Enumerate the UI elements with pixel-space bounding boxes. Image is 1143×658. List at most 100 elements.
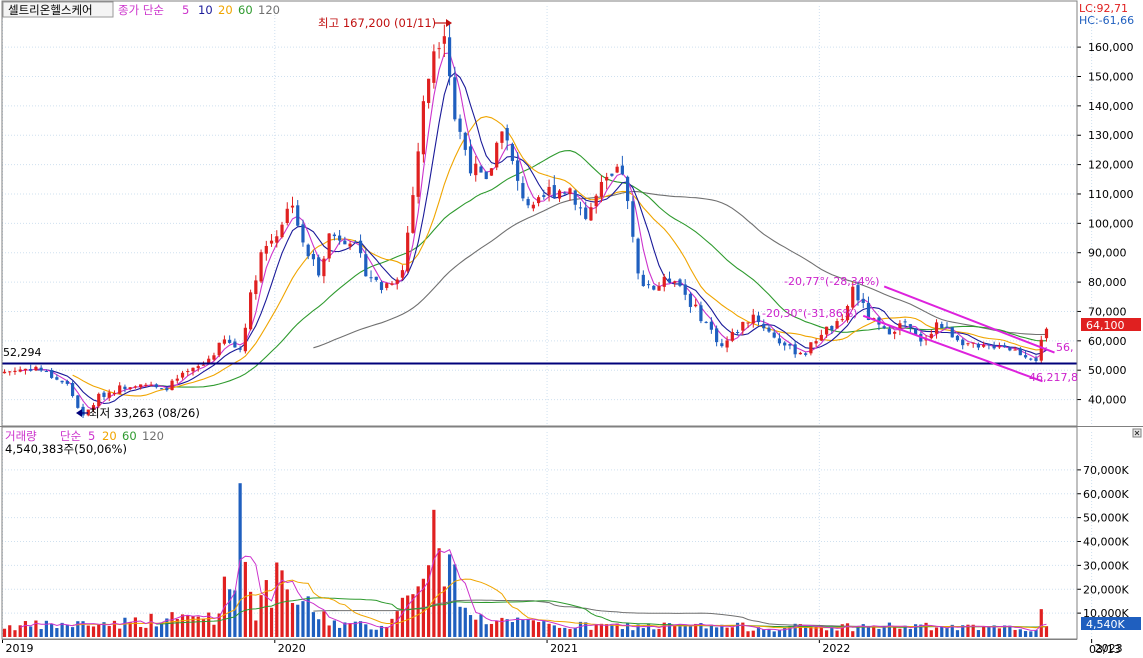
volume-bar [217,613,221,637]
volume-bar [615,623,619,637]
volume-bar [777,630,782,637]
candle-body [730,332,734,341]
candle-body [107,392,111,398]
candle-body [626,176,630,202]
volume-bar [44,620,48,637]
volume-bar [636,624,640,637]
candle [667,271,672,284]
candle [65,379,69,386]
candle [594,193,598,214]
volume-bar [458,606,462,637]
candle-body [495,142,499,168]
volume-pane[interactable] [2,483,1049,637]
candle-body [542,195,546,197]
candle [798,351,802,355]
volume-bar [18,625,22,637]
volume-bar [154,626,158,637]
candle-body [191,367,195,372]
candle [887,324,892,335]
candle-body [154,384,158,388]
volume-bar [872,625,876,637]
candle-body [573,190,577,205]
low-label: 최저 33,263 (08/26) [89,406,200,420]
volume-bar [411,594,415,637]
candle-body [453,77,457,120]
volume-bar [390,618,394,637]
candle-body [447,37,452,77]
volume-bar [578,621,583,637]
candle-body [767,327,771,332]
candle-body [500,131,504,143]
vma5-label: 5 [88,429,95,443]
candle [976,342,981,351]
candle-body [23,368,28,371]
candle [751,308,755,328]
candle [311,250,316,266]
stock-name-box[interactable] [2,1,114,18]
volume-bar [987,626,991,637]
candle [1044,327,1049,342]
candle-body [793,344,797,355]
candle-body [563,192,567,194]
candle [505,124,509,151]
candle-body [568,188,572,195]
candle-body [798,352,802,355]
volume-bar [557,627,562,637]
candle-body [584,207,588,219]
candle-body [976,343,981,348]
candle [683,279,687,301]
candle [474,156,478,182]
volume-bar [81,621,85,637]
volume-bar [683,624,687,637]
volume-bar [516,617,520,637]
candle-body [955,335,960,341]
annotations: 최고 167,200 (01/11) 최저 33,263 (08/26) 52,… [3,16,1078,420]
volume-bar [961,625,965,637]
volume-bar [641,628,645,637]
candle [123,384,127,393]
volume-bar [374,629,378,637]
ma-label: 종가 단순 [118,3,164,17]
candle-body [961,339,965,346]
candle [70,381,75,398]
candle [605,172,609,190]
candle [180,370,185,380]
candle-body [835,321,839,329]
candle-body [526,199,530,206]
stock-name[interactable]: 셀트리온헬스케어 [8,3,93,17]
candle [243,323,247,354]
pane-close-icon[interactable] [1132,428,1142,438]
volume-bar [741,622,745,637]
price-tick-label: 80,000 [1088,276,1127,289]
volume-bar [102,622,106,637]
volume-bar [1003,625,1007,637]
volume-bar [652,629,656,637]
candle [620,155,624,176]
candle [830,325,834,335]
volume-bar [992,625,996,637]
candle-body [945,326,949,328]
candle [992,341,996,350]
volume-header: 거래량 단순 5 20 60 120 4,540,383주(50,06%) [5,429,164,456]
candle [222,335,227,346]
price-badge: 64,100 [1081,318,1141,332]
candle-body [741,321,745,331]
candle [327,233,331,263]
candle [673,280,677,287]
candle-body [1044,328,1049,339]
pane-frames [0,0,1143,640]
candle-body [170,380,174,391]
candle [652,284,656,291]
candle-body [91,405,96,410]
candle [306,243,310,260]
candle-body [76,395,80,408]
volume-bar [495,620,499,637]
candle [159,387,164,390]
volume-bar [563,627,567,637]
volume-bar [338,627,342,637]
candle-body [893,331,897,334]
candle [154,383,158,389]
candle [631,196,635,243]
volume-bar [1044,626,1049,637]
